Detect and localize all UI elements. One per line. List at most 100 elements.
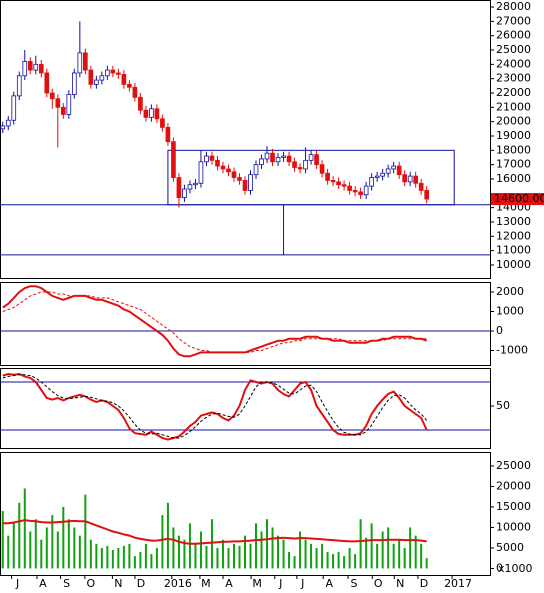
signal-line xyxy=(2,374,428,439)
candle-body xyxy=(138,96,143,111)
candle-body xyxy=(154,108,160,120)
candle-body xyxy=(182,188,187,199)
candle-body xyxy=(242,180,248,191)
volume-bar xyxy=(12,523,15,569)
volume-bar xyxy=(282,539,285,569)
candle-body xyxy=(402,174,407,183)
candle-body xyxy=(132,86,138,98)
volume-bar xyxy=(161,515,164,569)
volume-bar xyxy=(29,531,32,569)
candle-body xyxy=(66,94,72,115)
y-tick-label: 22000 xyxy=(496,86,531,99)
x-tick-label: 2016 xyxy=(164,577,192,590)
volume-bar xyxy=(62,506,65,569)
y-tick-label: 12000 xyxy=(496,229,531,242)
candle-body xyxy=(149,108,154,118)
volume-bar xyxy=(221,539,224,569)
volume-bar xyxy=(216,547,219,569)
y-tick-label: 25000 xyxy=(496,459,531,472)
candle-body xyxy=(44,72,50,94)
candle-body xyxy=(226,168,231,173)
volume-bar xyxy=(106,545,109,569)
volume-bar xyxy=(84,494,87,569)
y-tick-label: 16000 xyxy=(496,172,531,185)
candle-body xyxy=(270,152,275,163)
volume-bar xyxy=(177,535,180,569)
volume-bar xyxy=(56,531,59,569)
candle-body xyxy=(116,72,121,75)
volume-bar xyxy=(1,511,4,569)
volume-bar xyxy=(144,543,147,569)
candle-body xyxy=(121,73,127,85)
panel-frame xyxy=(0,0,491,279)
y-tick-label: 25000 xyxy=(496,43,531,56)
volume-bar xyxy=(365,537,368,569)
candle-body xyxy=(253,164,259,176)
candle-body xyxy=(49,92,55,100)
candle-body xyxy=(358,191,363,196)
candle-body xyxy=(237,177,242,181)
candle-body xyxy=(319,164,325,174)
candle-body xyxy=(407,175,413,183)
volume-bar xyxy=(210,519,213,569)
x-tick-label: M xyxy=(252,577,262,590)
volume-bar xyxy=(403,547,406,569)
panel-frame xyxy=(0,452,491,576)
x-tick-label: N xyxy=(396,577,404,590)
volume-bar xyxy=(139,552,142,569)
y-tick-label: 26000 xyxy=(496,29,531,42)
candle-body xyxy=(77,52,83,74)
candle-body xyxy=(374,175,380,178)
y-tick-label: 11000 xyxy=(496,244,531,257)
candle-body xyxy=(259,158,264,166)
y-tick-label: 15000 xyxy=(496,500,531,513)
volume-bar xyxy=(155,547,158,569)
volume-bar xyxy=(172,527,175,569)
x-tick-label: J xyxy=(300,577,304,590)
candle-body xyxy=(418,182,424,191)
volume-bar xyxy=(111,549,114,569)
candle-body xyxy=(286,155,292,163)
volume-bar xyxy=(100,547,103,569)
volume-bar xyxy=(73,527,76,569)
candle-body xyxy=(99,75,105,81)
y-tick-label: 10000 xyxy=(496,520,531,533)
x-tick-label: N xyxy=(114,577,122,590)
volume-bar xyxy=(260,531,263,569)
candle-body xyxy=(413,175,419,184)
candle-body xyxy=(330,180,336,183)
y-tick-label: 21000 xyxy=(496,100,531,113)
x-tick-label: D xyxy=(137,577,145,590)
y-tick-label: 5000 xyxy=(496,541,524,554)
volume-bar xyxy=(315,547,318,569)
y-tick-label: 10000 xyxy=(496,258,531,271)
candle-body xyxy=(385,168,391,174)
volume-bar xyxy=(7,535,10,569)
volume-bar xyxy=(271,527,274,569)
volume-bar xyxy=(414,535,417,569)
volume-bar xyxy=(45,527,48,569)
volume-bar xyxy=(266,519,269,569)
candle-body xyxy=(0,125,6,130)
volume-bar xyxy=(420,543,423,569)
last-price-box xyxy=(491,193,544,206)
volume-bar xyxy=(205,545,208,569)
candle-body xyxy=(264,152,270,160)
x-tick-label: O xyxy=(374,577,383,590)
y-tick-label: -1000 xyxy=(496,343,528,356)
candle-body xyxy=(83,52,88,71)
signal-line xyxy=(2,291,427,353)
y-tick-label: 23000 xyxy=(496,72,531,85)
volume-bar xyxy=(409,527,412,569)
x-tick-label: D xyxy=(420,577,428,590)
volume-bar xyxy=(255,523,258,569)
candle-body xyxy=(297,167,303,170)
volume-bar xyxy=(166,502,169,569)
volume-bar xyxy=(194,543,197,569)
volume-bar xyxy=(122,545,125,569)
candle-body xyxy=(88,69,94,85)
volume-bar xyxy=(288,552,291,569)
candle-body xyxy=(22,61,28,77)
volume-bar xyxy=(67,519,70,569)
volume-bar xyxy=(117,547,120,569)
